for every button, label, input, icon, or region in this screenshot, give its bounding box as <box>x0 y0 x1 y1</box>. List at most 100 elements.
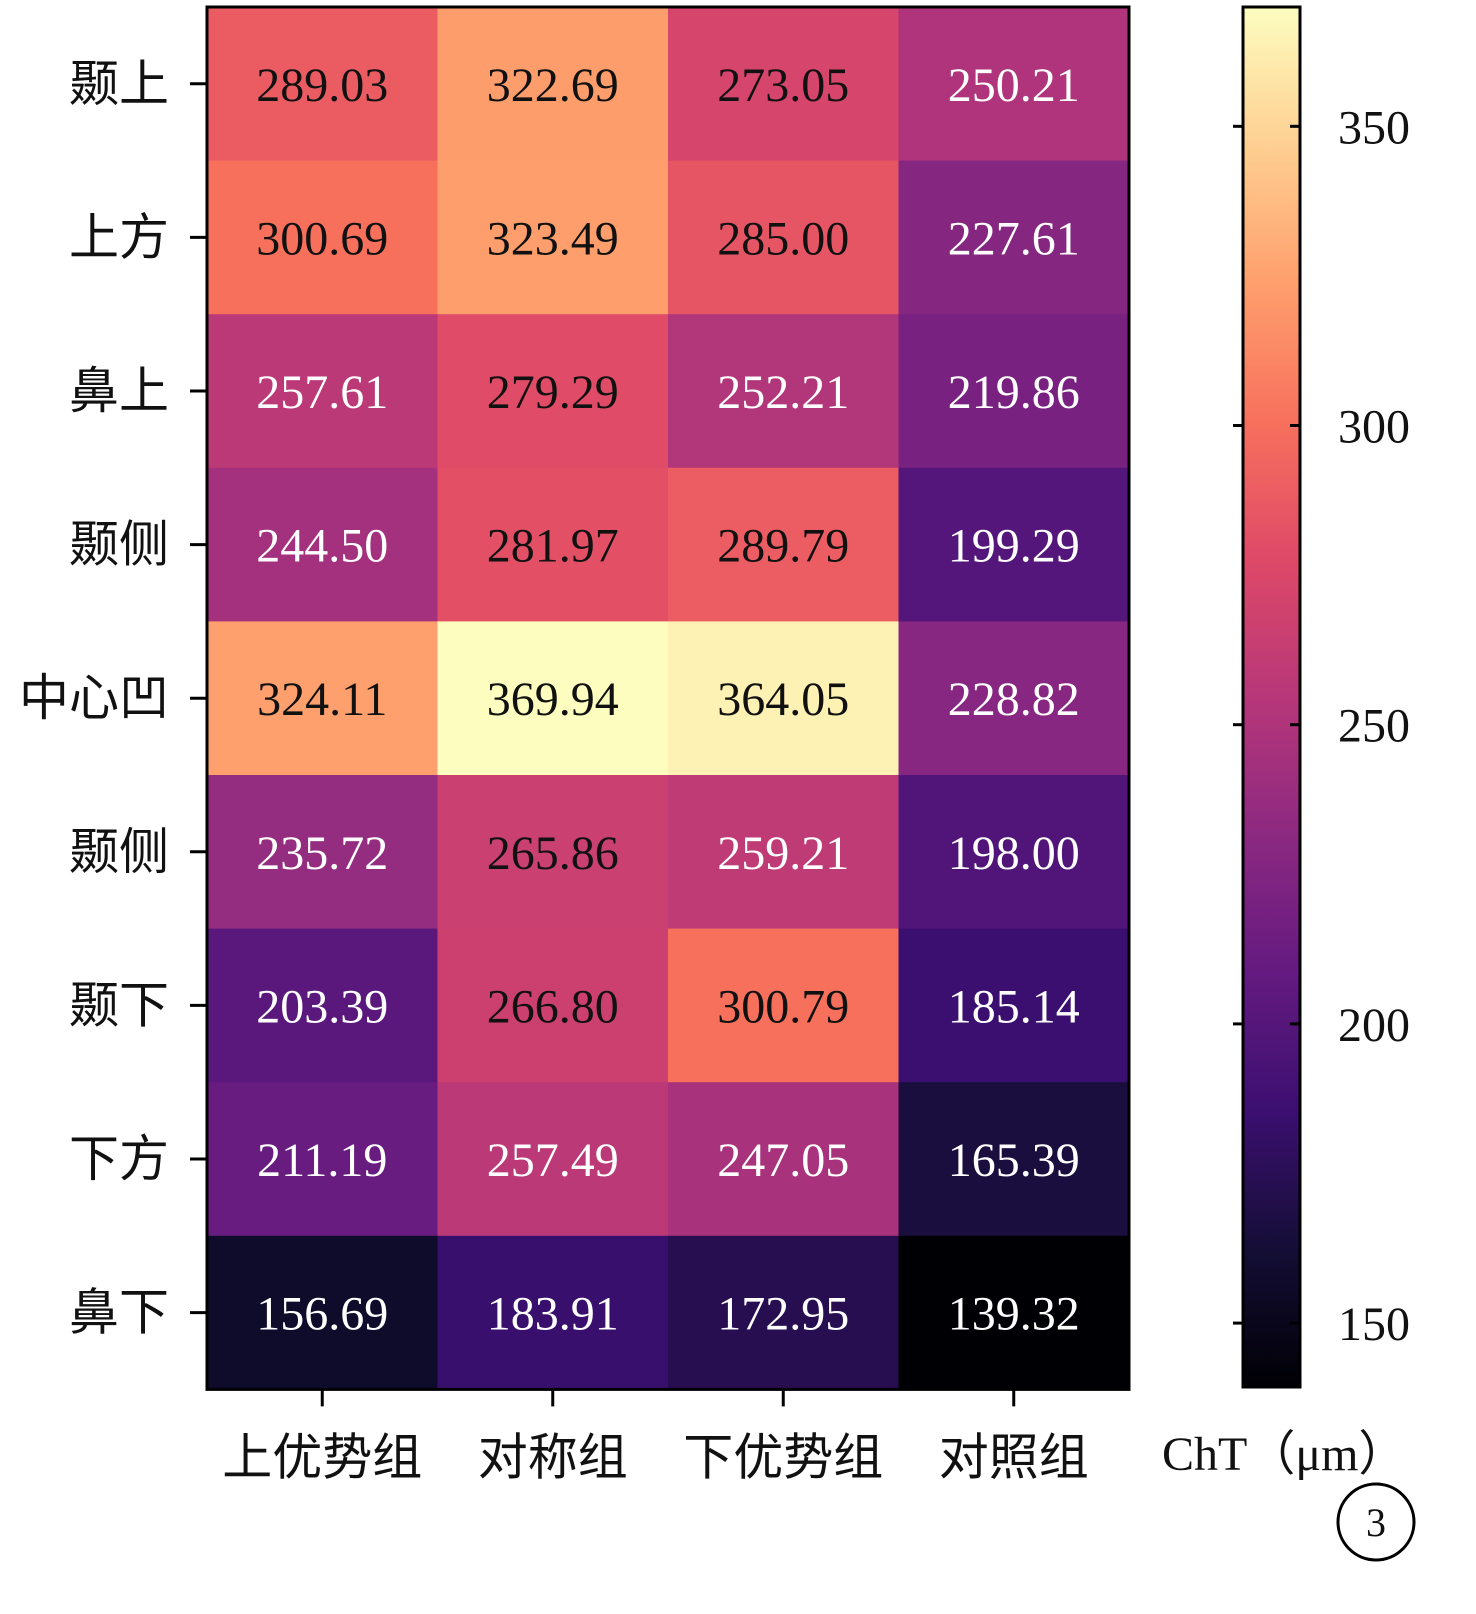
colorbar-tick-label: 350 <box>1338 101 1410 154</box>
colorbar-label: ChT（μm） <box>1162 1428 1406 1481</box>
heatmap-cell <box>437 467 669 622</box>
cell-value-label: 322.69 <box>487 59 619 112</box>
x-tick-label: 对称组 <box>478 1429 628 1485</box>
cell-value-label: 228.82 <box>948 673 1080 726</box>
cell-value-label: 257.49 <box>487 1134 619 1187</box>
heatmap-cell <box>437 160 669 315</box>
heatmap-cell <box>898 1082 1130 1237</box>
colorbar <box>1241 5 1302 1389</box>
heatmap-cell <box>668 314 900 469</box>
heatmap-cell <box>898 160 1130 315</box>
cell-value-label: 289.03 <box>256 59 388 112</box>
heatmap-cell <box>668 621 900 776</box>
y-tick-label: 中心凹 <box>19 670 169 726</box>
colorbar-tick-label: 250 <box>1338 700 1410 753</box>
heatmap-cell <box>898 928 1130 1083</box>
heatmap-cell <box>668 775 900 930</box>
cell-value-label: 139.32 <box>948 1288 1080 1341</box>
heatmap-cell <box>207 1082 439 1237</box>
cell-value-label: 259.21 <box>717 827 849 880</box>
cell-value-label: 247.05 <box>717 1134 849 1187</box>
panel-label-circle <box>1336 1482 1416 1562</box>
cell-value-label: 364.05 <box>717 673 849 726</box>
heatmap-cell <box>437 775 669 930</box>
y-tick-label: 颞侧 <box>69 517 169 573</box>
cell-value-label: 324.11 <box>257 673 387 726</box>
heatmap-cell <box>668 1235 900 1390</box>
cell-value-label: 244.50 <box>256 520 388 573</box>
cell-value-label: 211.19 <box>257 1134 387 1187</box>
cell-value-label: 172.95 <box>717 1288 849 1341</box>
cell-value-label: 185.14 <box>948 980 1080 1033</box>
x-axis: 上优势组 对称组 下优势组 对照组 <box>222 1389 1089 1485</box>
cell-value-label: 273.05 <box>717 59 849 112</box>
cell-value-label: 285.00 <box>717 212 849 265</box>
heatmap-cell <box>898 7 1130 162</box>
y-tick-label: 下方 <box>69 1131 169 1187</box>
heatmap-cell <box>207 7 439 162</box>
heatmap-cell <box>207 314 439 469</box>
heatmap-cell <box>898 467 1130 622</box>
y-tick-label: 颞下 <box>69 977 169 1033</box>
heatmap-cell <box>668 160 900 315</box>
heatmap-cell <box>437 7 669 162</box>
heatmap-cell <box>668 1082 900 1237</box>
cell-value-label: 279.29 <box>487 366 619 419</box>
cell-value-label: 235.72 <box>256 827 388 880</box>
colorbar-tick-label: 300 <box>1338 401 1410 454</box>
heatmap-cell <box>898 775 1130 930</box>
cell-value-label: 289.79 <box>717 520 849 573</box>
cell-value-label: 156.69 <box>256 1288 388 1341</box>
cell-value-label: 266.80 <box>487 980 619 1033</box>
panel-label: 3 <box>1366 1500 1386 1545</box>
cell-value-label: 369.94 <box>487 673 619 726</box>
x-tick-label: 对照组 <box>939 1429 1089 1485</box>
cell-value-label: 203.39 <box>256 980 388 1033</box>
heatmap-cell <box>207 160 439 315</box>
heatmap-cell <box>898 1235 1130 1390</box>
heatmap-cell <box>207 775 439 930</box>
heatmap-cell <box>207 928 439 1083</box>
cell-value-label: 183.91 <box>487 1288 619 1341</box>
heatmap-cell <box>668 928 900 1083</box>
cell-value-label: 250.21 <box>948 59 1080 112</box>
heatmap-cells <box>207 7 1130 1390</box>
colorbar-ticks: 150 200 250 300 350 <box>1233 101 1410 1351</box>
heatmap-cell <box>207 621 439 776</box>
cell-value-label: 323.49 <box>487 212 619 265</box>
cell-value-label: 198.00 <box>948 827 1080 880</box>
y-tick-label: 鼻上 <box>69 363 169 419</box>
y-tick-label: 颞上 <box>69 56 169 112</box>
heatmap-cell <box>207 1235 439 1390</box>
cell-value-label: 300.69 <box>256 212 388 265</box>
cell-value-label: 219.86 <box>948 366 1080 419</box>
heatmap-cell <box>898 621 1130 776</box>
heatmap-cell <box>207 467 439 622</box>
heatmap-cell <box>898 314 1130 469</box>
cell-value-label: 257.61 <box>256 366 388 419</box>
colorbar-tick-label: 200 <box>1338 999 1410 1052</box>
cell-value-label: 165.39 <box>948 1134 1080 1187</box>
cell-value-label: 281.97 <box>487 520 619 573</box>
colorbar-tick-label: 150 <box>1338 1298 1410 1351</box>
heatmap-cell <box>437 1082 669 1237</box>
x-tick-label: 下优势组 <box>683 1429 883 1485</box>
cell-value-label: 252.21 <box>717 366 849 419</box>
cell-value-label: 227.61 <box>948 212 1080 265</box>
cell-value-label: 300.79 <box>717 980 849 1033</box>
y-tick-label: 颞侧 <box>69 824 169 880</box>
heatmap-cell <box>437 314 669 469</box>
heatmap-cell <box>437 1235 669 1390</box>
heatmap-cell <box>668 467 900 622</box>
x-tick-label: 上优势组 <box>222 1429 422 1485</box>
heatmap-cell-labels: 289.03 322.69 273.05 250.21 300.69 323.49 285.… <box>256 59 1080 1341</box>
cell-value-label: 265.86 <box>487 827 619 880</box>
cell-value-label: 199.29 <box>948 520 1080 573</box>
heatmap-cell <box>437 621 669 776</box>
y-tick-label: 鼻下 <box>69 1285 169 1341</box>
heatmap-cell <box>437 928 669 1083</box>
y-tick-label: 上方 <box>69 209 169 265</box>
heatmap-cell <box>668 7 900 162</box>
